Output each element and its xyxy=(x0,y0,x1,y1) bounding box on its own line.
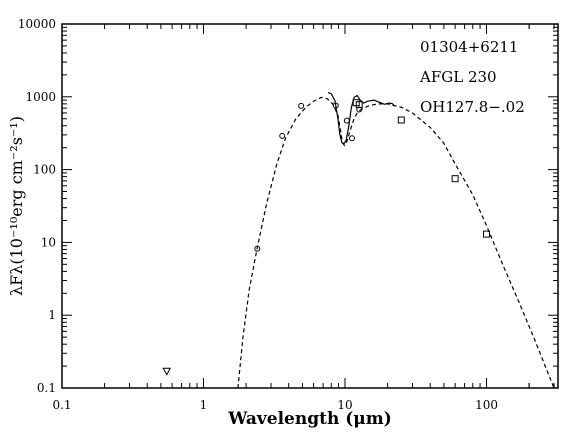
source-annotations: 01304+6211 AFGL 230 OH127.8−.02 xyxy=(419,38,525,116)
y-tick-label: 0.1 xyxy=(37,381,56,395)
circle-point xyxy=(332,102,339,109)
x-tick-label: 1 xyxy=(200,398,208,412)
y-tick-label: 10 xyxy=(41,235,56,249)
y-tick-labels: 0.1 1 10 100 1000 10000 xyxy=(18,17,56,395)
square-point xyxy=(397,116,405,124)
upper-limit-point xyxy=(162,367,172,376)
source-name-1: AFGL 230 xyxy=(419,68,497,86)
y-tick-label: 10000 xyxy=(18,17,56,31)
circle-point xyxy=(279,132,286,139)
axis-ticks xyxy=(61,24,558,389)
y-tick-label: 1000 xyxy=(25,90,56,104)
source-name-2: OH127.8−.02 xyxy=(420,98,525,116)
circle-point xyxy=(343,117,350,124)
x-tick-label: 0.1 xyxy=(52,398,71,412)
source-name-0: 01304+6211 xyxy=(420,38,518,56)
x-tick-label: 100 xyxy=(475,398,498,412)
y-tick-label: 1 xyxy=(48,308,56,322)
y-axis-label: λFλ(10⁻¹⁰erg cm⁻²s⁻¹) xyxy=(7,116,26,296)
model-curve-dashed xyxy=(237,96,555,389)
y-tick-label: 100 xyxy=(33,163,56,177)
square-point xyxy=(355,101,363,109)
x-tick-label: 10 xyxy=(337,398,352,412)
model-curves xyxy=(237,91,555,389)
spectrum-curve-solid xyxy=(327,91,396,145)
square-point xyxy=(483,230,491,238)
square-point xyxy=(451,175,459,183)
circle-point xyxy=(254,245,261,252)
x-axis-label: Wavelength (μm) xyxy=(227,409,392,429)
plot-frame xyxy=(61,23,559,389)
photometry-points xyxy=(162,99,491,376)
circle-point xyxy=(348,135,355,142)
circle-point xyxy=(356,106,363,113)
x-tick-labels: 0.1 1 10 100 xyxy=(52,398,498,412)
circle-point xyxy=(298,102,305,109)
